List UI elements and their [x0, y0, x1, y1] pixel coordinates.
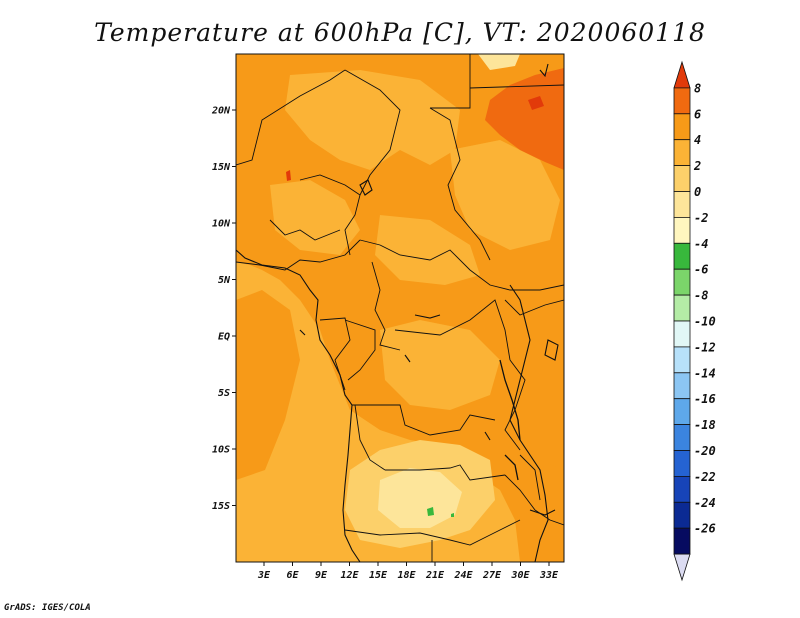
field-cool-north [478, 54, 520, 70]
colorbar-swatch [673, 553, 691, 582]
lon-label: 6E [286, 570, 299, 581]
lat-label: 15S [212, 501, 230, 512]
country-borders [236, 54, 564, 562]
colorbar-label: 0 [694, 185, 701, 199]
colorbar-label: 4 [694, 133, 701, 147]
field-green-spot-2 [451, 513, 454, 517]
lon-label: 24E [453, 570, 473, 581]
field-patch-ocean-warm [236, 290, 300, 480]
lon-label: 18E [397, 570, 416, 581]
colorbar-swatch [673, 294, 691, 322]
lon-label: 33E [539, 570, 559, 581]
colorbar-label: -26 [694, 522, 716, 536]
colorbar-label: 6 [694, 107, 701, 121]
field-patch-sahel [285, 70, 460, 170]
colorbar-swatch [673, 113, 691, 141]
colorbar-label: 2 [693, 159, 701, 173]
field-warm-region [485, 68, 564, 170]
lon-label: 15E [369, 570, 388, 581]
colorbar-label: -2 [694, 211, 708, 225]
colorbar-swatch [673, 475, 691, 503]
lat-label: EQ [218, 332, 230, 343]
lon-label: 30E [510, 570, 530, 581]
colorbar-swatch [673, 60, 691, 89]
colorbar-swatch [673, 527, 691, 555]
lon-axis: 3E 6E 9E 12E 15E 18E 21E 24E 27E 30E 33E [257, 562, 559, 581]
field-patch-congo [380, 320, 500, 410]
map-frame [235, 53, 565, 563]
field-patch-chad [270, 180, 360, 255]
colorbar-swatch [673, 398, 691, 426]
colorbar-label: 8 [694, 81, 701, 95]
colorbar-label: -10 [694, 315, 716, 329]
field-green-spot-1 [427, 507, 434, 516]
field-patch-east [450, 140, 560, 250]
lon-label: 3E [257, 570, 271, 581]
colorbar-label: -16 [694, 392, 716, 406]
colorbar-swatch [673, 242, 691, 270]
map-panel [236, 54, 564, 562]
colorbar-label: -18 [694, 418, 716, 432]
colorbar-label: -24 [694, 496, 716, 510]
colorbar-swatch [673, 450, 691, 477]
field-patch-se [525, 395, 564, 470]
colorbar-swatch [673, 424, 691, 451]
colorbar-swatch [673, 268, 691, 296]
lon-label: 9E [315, 570, 328, 581]
colorbar-swatch [673, 501, 691, 529]
colorbar: 8 6 4 2 0 -2 -4 -6 -8 -10 -12 -14 -16 -18 -20 -22 -24 -26 [673, 60, 716, 582]
colorbar-label: -8 [694, 289, 708, 303]
lon-label: 12E [340, 570, 359, 581]
lat-label: 5S [218, 388, 230, 399]
colorbar-swatch [673, 139, 691, 166]
colorbar-swatch [673, 320, 691, 348]
lat-label: 20N [211, 106, 231, 117]
lat-label: 5N [218, 275, 231, 286]
colorbar-swatch [673, 87, 691, 115]
colorbar-label: -22 [694, 470, 716, 484]
field-cooler-region [378, 468, 462, 528]
lat-label: 10S [212, 445, 230, 456]
map-title: Temperature at 600hPa [C], VT: 202006011… [94, 18, 706, 47]
colorbar-swatch [673, 191, 691, 218]
colorbar-label: -6 [694, 263, 708, 277]
colorbar-swatch [673, 216, 691, 244]
lat-label: 10N [212, 219, 231, 230]
colorbar-swatch [673, 165, 691, 192]
colorbar-swatch [673, 346, 691, 374]
lon-label: 27E [482, 570, 502, 581]
coastlines [236, 63, 559, 562]
colorbar-label: -20 [694, 444, 716, 458]
lat-label: 15N [212, 162, 231, 173]
colorbar-label: -4 [694, 237, 708, 251]
lon-label: 21E [425, 570, 445, 581]
colorbar-label: -14 [694, 366, 716, 380]
field-hot-spot-2 [286, 170, 291, 181]
colorbar-label: -12 [694, 340, 716, 354]
grads-credit: GrADS: IGES/COLA [4, 603, 91, 613]
field-patch-sudan [375, 215, 480, 285]
lat-axis: 20N 15N 10N 5N EQ 5S 10S 15S [211, 106, 236, 512]
colorbar-swatch [673, 372, 691, 400]
field-hot-spot-1 [528, 96, 544, 110]
